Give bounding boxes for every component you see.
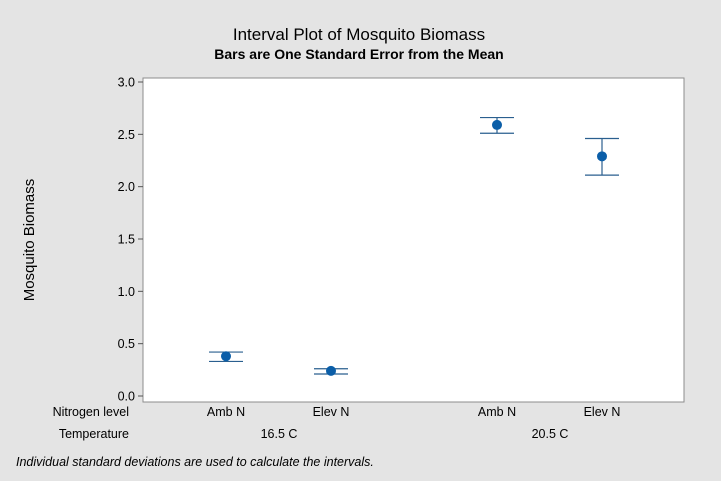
plot-area: [142, 77, 685, 403]
chart-title: Interval Plot of Mosquito Biomass: [233, 25, 485, 44]
y-axis: 0.0 0.5 1.0 1.5 2.0 2.5 3.0: [118, 76, 143, 404]
y-tick-label: 2.0: [118, 180, 135, 194]
interval-group: [480, 116, 514, 134]
x-row-label: Nitrogen level: [53, 405, 129, 419]
nitrogen-level-label: Amb N: [478, 405, 516, 419]
y-tick-label: 2.5: [118, 128, 135, 142]
interval-group: [209, 351, 243, 363]
mean-point: [221, 351, 231, 362]
x-axis-rows: Nitrogen level Amb N Elev N Amb N Elev N Temp…: [53, 405, 621, 441]
y-tick-label: 1.0: [118, 285, 135, 299]
y-axis-label: Mosquito Biomass: [21, 179, 38, 302]
interval-marks: [209, 116, 619, 376]
x-row-label: Temperature: [59, 427, 129, 441]
footnote: Individual standard deviations are used …: [16, 455, 374, 469]
interval-group: [314, 365, 348, 376]
chart-subtitle: Bars are One Standard Error from the Mea…: [214, 46, 503, 62]
y-tick-label: 3.0: [118, 76, 135, 90]
y-tick-label: 0.0: [118, 390, 135, 404]
y-tick-label: 0.5: [118, 337, 135, 351]
temperature-label: 20.5 C: [532, 427, 569, 441]
temperature-label: 16.5 C: [261, 427, 298, 441]
y-tick-label: 1.5: [118, 233, 135, 247]
interval-group: [585, 137, 619, 176]
nitrogen-level-label: Elev N: [313, 405, 350, 419]
nitrogen-level-label: Elev N: [584, 405, 621, 419]
nitrogen-level-label: Amb N: [207, 405, 245, 419]
mean-point: [597, 151, 607, 162]
mean-point: [492, 119, 502, 130]
mean-point: [326, 365, 336, 376]
